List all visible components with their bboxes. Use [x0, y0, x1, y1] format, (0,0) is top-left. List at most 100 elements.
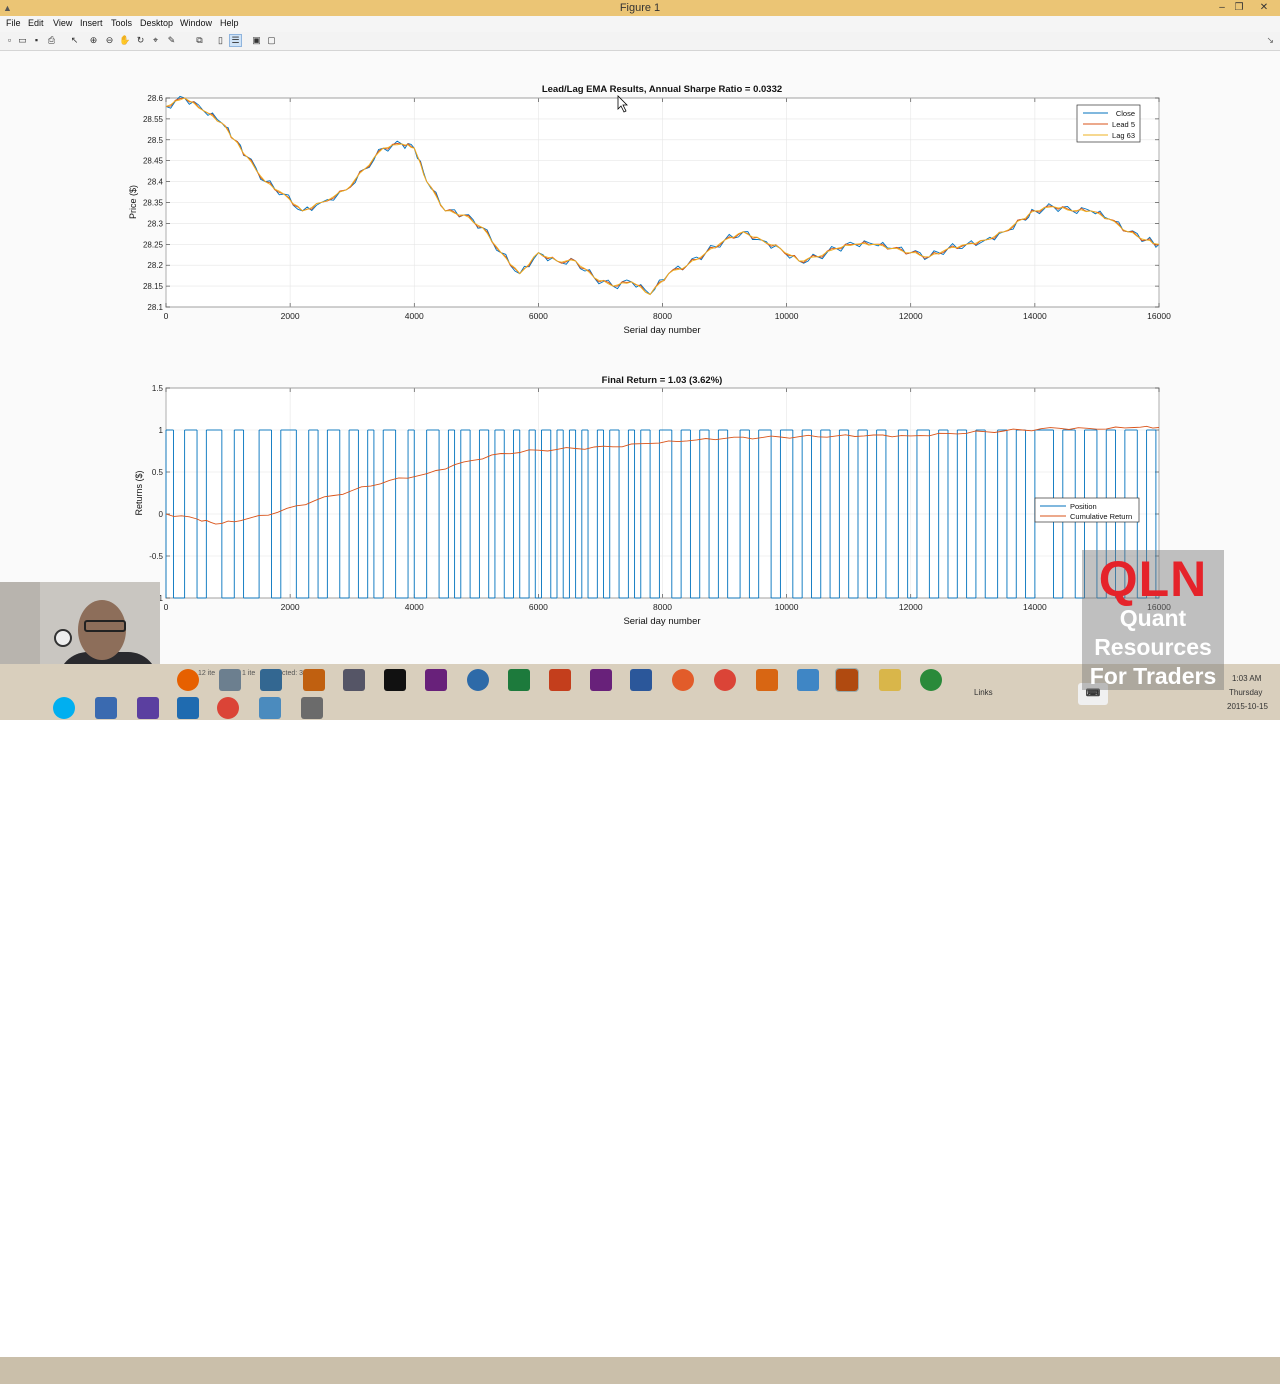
- firefox-icon[interactable]: [177, 669, 199, 691]
- visual-studio-2-icon[interactable]: [590, 669, 612, 691]
- din-app-icon[interactable]: [920, 669, 942, 691]
- keyboard-icon[interactable]: ⌨: [1078, 683, 1108, 705]
- show-plot-tools-icon[interactable]: ▢: [267, 35, 276, 45]
- returns-xtick-label: 10000: [775, 602, 799, 612]
- menu-view[interactable]: View: [53, 18, 73, 28]
- price-ytick-label: 28.25: [143, 240, 164, 249]
- hide-plot-tools-icon[interactable]: ▣: [252, 35, 261, 45]
- returns-ytick-label: 0: [159, 510, 164, 519]
- zoom-in-icon[interactable]: ⊕: [89, 35, 98, 45]
- close-button[interactable]: ✕: [1259, 2, 1269, 13]
- menu-desktop[interactable]: Desktop: [140, 18, 174, 28]
- legend-icon[interactable]: ☰: [229, 34, 242, 47]
- menu-window[interactable]: Window: [180, 18, 213, 28]
- toolbar-dock-icon[interactable]: ↘: [1266, 35, 1274, 45]
- returns-legend[interactable]: Position Cumulative Return: [1034, 497, 1140, 523]
- globe-icon[interactable]: [467, 669, 489, 691]
- select-pointer-icon[interactable]: ↖: [70, 35, 79, 45]
- price-ytick-label: 28.3: [147, 219, 163, 228]
- matlab-icon[interactable]: [756, 669, 778, 691]
- price-legend[interactable]: Close Lead 5 Lag 63: [1076, 104, 1141, 143]
- price-xtick-label: 2000: [281, 311, 300, 321]
- menu-insert[interactable]: Insert: [80, 18, 103, 28]
- returns-xlabel: Serial day number: [623, 616, 700, 627]
- settings-app-icon[interactable]: [301, 697, 323, 719]
- remote-desktop-icon[interactable]: [259, 697, 281, 719]
- price-ytick-label: 28.2: [147, 261, 163, 270]
- price-axes[interactable]: 0 2000 4000 6000 8000 10000 12000 14000 16000 28.…: [128, 84, 1171, 336]
- xe-app-icon[interactable]: [95, 697, 117, 719]
- price-ytick-label: 28.4: [147, 178, 163, 187]
- menu-help[interactable]: Help: [220, 18, 239, 28]
- brush-icon[interactable]: ✎: [167, 35, 176, 45]
- open-file-icon[interactable]: ▭: [18, 35, 27, 45]
- chrome-icon[interactable]: [714, 669, 736, 691]
- link-plot-icon[interactable]: ⧉: [196, 35, 203, 45]
- matlab-active-icon[interactable]: [835, 668, 859, 692]
- presenter-glasses: [84, 620, 126, 632]
- new-figure-icon[interactable]: ▫: [7, 35, 12, 45]
- save-icon[interactable]: ▪: [34, 35, 39, 45]
- tray-time[interactable]: 1:03 AM: [1232, 674, 1262, 683]
- command-prompt-icon[interactable]: [384, 669, 406, 691]
- returns-axes[interactable]: 0200040006000800010000120001400016000-1-…: [134, 375, 1171, 627]
- visual-studio-icon[interactable]: [425, 669, 447, 691]
- price-xtick-label: 16000: [1147, 311, 1171, 321]
- tray-date: 2015-10-15: [1227, 702, 1268, 711]
- excel-icon[interactable]: [508, 669, 530, 691]
- taskbar-label-item: 1 ite: [242, 670, 256, 677]
- menu-file[interactable]: File: [6, 18, 21, 28]
- returns-xtick-label: 14000: [1023, 602, 1047, 612]
- chrome-2-icon[interactable]: [217, 697, 239, 719]
- zoom-out-icon[interactable]: ⊖: [105, 35, 114, 45]
- price-xtick-label: 4000: [405, 311, 424, 321]
- returns-xtick-label: 4000: [405, 602, 424, 612]
- qln-line-3: For Traders: [1089, 663, 1217, 689]
- returns-legend-box: [1034, 497, 1140, 523]
- word-icon[interactable]: [630, 669, 652, 691]
- inkscape-icon[interactable]: [343, 669, 365, 691]
- figure-canvas: 0 2000 4000 6000 8000 10000 12000 14000 16000 28.…: [0, 51, 1280, 666]
- rotate-3d-icon[interactable]: ↻: [136, 35, 145, 45]
- colorbar-icon[interactable]: ▯: [218, 35, 223, 45]
- menu-tools[interactable]: Tools: [111, 18, 133, 28]
- postgres-icon[interactable]: [260, 669, 282, 691]
- file-explorer-icon[interactable]: [797, 669, 819, 691]
- price-ytick-label: 28.35: [143, 199, 164, 208]
- paint-icon[interactable]: [879, 669, 901, 691]
- legend-cumulative-return: Cumulative Return: [1070, 512, 1132, 521]
- menu-bar: File Edit View Insert Tools Desktop Wind…: [0, 16, 1280, 32]
- skype-icon[interactable]: [53, 697, 75, 719]
- minimize-button[interactable]: –: [1219, 2, 1225, 13]
- data-cursor-icon[interactable]: ⌖: [152, 35, 159, 45]
- links-toolbar[interactable]: Links: [974, 688, 993, 697]
- legend-lag: Lag 63: [1112, 131, 1135, 140]
- returns-ytick-label: -0.5: [149, 552, 163, 561]
- print-icon[interactable]: ⎙: [47, 35, 56, 45]
- window-titlebar[interactable]: ▲ Figure 1 – ❐ ✕: [0, 0, 1280, 16]
- qln-line-2: Resources: [1094, 634, 1212, 660]
- price-xtick-label: 10000: [775, 311, 799, 321]
- calculator-icon[interactable]: [177, 697, 199, 719]
- menu-edit[interactable]: Edit: [28, 18, 44, 28]
- vs-code-icon[interactable]: [137, 697, 159, 719]
- swirl-app-icon[interactable]: [672, 669, 694, 691]
- restore-button[interactable]: ❐: [1234, 2, 1244, 13]
- returns-xtick-label: 8000: [653, 602, 672, 612]
- price-xtick-label: 0: [164, 311, 169, 321]
- price-ytick-label: 28.55: [143, 115, 164, 124]
- price-grid: [165, 97, 1160, 308]
- legend-position: Position: [1070, 502, 1097, 511]
- legend-close: Close: [1116, 109, 1135, 118]
- returns-tick-labels: 0200040006000800010000120001400016000-1-…: [149, 384, 1171, 612]
- returns-chart-title: Final Return = 1.03 (3.62%): [602, 375, 723, 386]
- price-xtick-label: 8000: [653, 311, 672, 321]
- matlab-old-icon[interactable]: [303, 669, 325, 691]
- returns-xtick-label: 6000: [529, 602, 548, 612]
- returns-xtick-label: 0: [164, 602, 169, 612]
- price-tick-labels: 0 2000 4000 6000 8000 10000 12000 14000 16000 28.…: [143, 94, 1171, 321]
- pan-icon[interactable]: ✋: [119, 35, 131, 45]
- network-icon[interactable]: [219, 669, 241, 691]
- cumulative-return-line: [165, 425, 1160, 525]
- powerpoint-icon[interactable]: [549, 669, 571, 691]
